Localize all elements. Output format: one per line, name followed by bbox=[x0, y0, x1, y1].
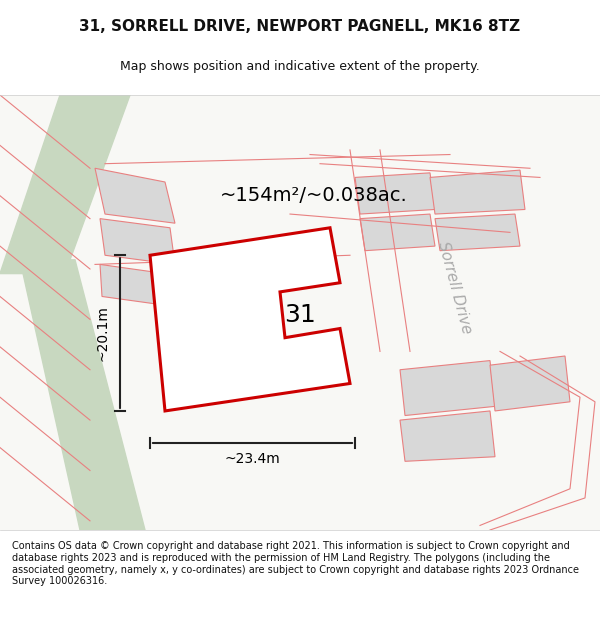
Text: ~20.1m: ~20.1m bbox=[95, 305, 109, 361]
Polygon shape bbox=[360, 214, 435, 251]
Polygon shape bbox=[400, 411, 495, 461]
Polygon shape bbox=[355, 173, 435, 214]
Polygon shape bbox=[150, 228, 350, 411]
Polygon shape bbox=[435, 214, 520, 251]
Polygon shape bbox=[95, 168, 175, 223]
Text: Map shows position and indicative extent of the property.: Map shows position and indicative extent… bbox=[120, 60, 480, 73]
Polygon shape bbox=[100, 264, 168, 306]
Polygon shape bbox=[430, 170, 525, 214]
Text: Sorrell Drive: Sorrell Drive bbox=[436, 239, 475, 335]
Text: ~23.4m: ~23.4m bbox=[224, 452, 280, 466]
Text: 31: 31 bbox=[284, 302, 316, 327]
Polygon shape bbox=[100, 219, 175, 264]
Polygon shape bbox=[400, 361, 495, 416]
Text: ~154m²/~0.038ac.: ~154m²/~0.038ac. bbox=[220, 186, 408, 205]
Text: Contains OS data © Crown copyright and database right 2021. This information is : Contains OS data © Crown copyright and d… bbox=[12, 541, 579, 586]
Polygon shape bbox=[20, 260, 145, 530]
Text: 31, SORRELL DRIVE, NEWPORT PAGNELL, MK16 8TZ: 31, SORRELL DRIVE, NEWPORT PAGNELL, MK16… bbox=[79, 19, 521, 34]
Polygon shape bbox=[0, 95, 130, 274]
Polygon shape bbox=[490, 356, 570, 411]
